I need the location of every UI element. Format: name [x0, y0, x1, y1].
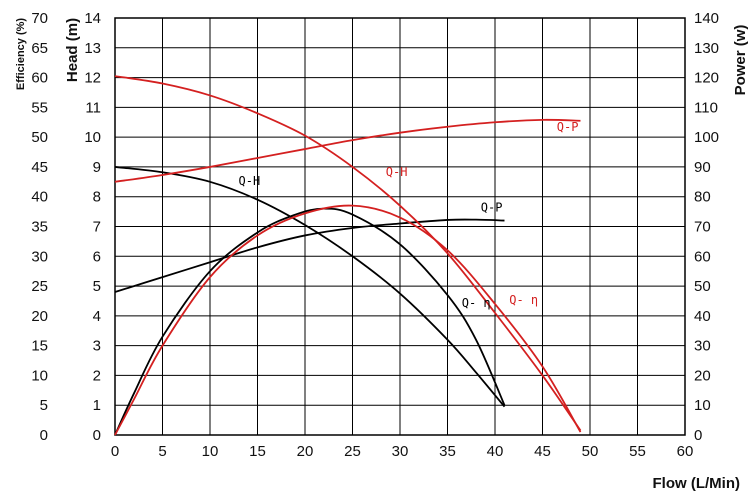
x-tick-label: 55 — [629, 443, 646, 460]
head-tick-label: 0 — [93, 427, 101, 444]
power-tick-label: 10 — [694, 397, 711, 414]
curve-red-power — [114, 118, 581, 183]
x-tick-label: 10 — [202, 443, 219, 460]
x-tick-label: 50 — [582, 443, 599, 460]
head-tick-label: 14 — [84, 10, 101, 27]
power-tick-label: 60 — [694, 248, 711, 265]
x-tick-label: 30 — [392, 443, 409, 460]
curve-black-power — [114, 218, 505, 293]
power-tick-label: 20 — [694, 367, 711, 384]
head-tick-label: 10 — [84, 129, 101, 146]
x-tick-label: 15 — [249, 443, 266, 460]
efficiency-axis-title: Efficiency (%) — [15, 18, 27, 90]
efficiency-tick-label: 20 — [31, 308, 48, 325]
x-tick-label: 20 — [297, 443, 314, 460]
power-tick-label: 50 — [694, 278, 711, 295]
efficiency-tick-label: 50 — [31, 129, 48, 146]
x-axis-title: Flow (L/Min) — [653, 475, 740, 492]
power-tick-label: 80 — [694, 189, 711, 206]
efficiency-tick-label: 15 — [31, 338, 48, 355]
head-tick-label: 1 — [93, 397, 101, 414]
curve-red-efficiency — [114, 204, 582, 436]
efficiency-tick-label: 0 — [40, 427, 48, 444]
power-tick-label: 140 — [694, 10, 719, 27]
curve-black-efficiency — [114, 207, 506, 436]
power-tick-label: 70 — [694, 219, 711, 236]
x-tick-label: 25 — [344, 443, 361, 460]
plot-frame — [114, 17, 686, 436]
curve-label-black: Q-H — [239, 174, 261, 188]
x-tick-label: 35 — [439, 443, 456, 460]
curve-black-head — [114, 166, 506, 408]
power-tick-label: 100 — [694, 129, 719, 146]
x-tick-label: 0 — [111, 443, 119, 460]
power-tick-label: 40 — [694, 308, 711, 325]
efficiency-tick-label: 35 — [31, 219, 48, 236]
efficiency-tick-label: 5 — [40, 397, 48, 414]
power-tick-label: 30 — [694, 338, 711, 355]
head-tick-label: 2 — [93, 367, 101, 384]
head-tick-label: 13 — [84, 40, 101, 57]
head-tick-label: 12 — [84, 70, 101, 87]
head-tick-label: 11 — [85, 99, 101, 116]
head-tick-label: 9 — [93, 159, 101, 176]
head-tick-label: 7 — [93, 219, 101, 236]
curve-label-black: Q-P — [481, 201, 503, 215]
curve-label-black: Q- η — [462, 296, 491, 310]
x-tick-label: 40 — [487, 443, 504, 460]
curve-red-head — [114, 75, 582, 432]
efficiency-tick-label: 40 — [31, 189, 48, 206]
power-axis-title: Power (w) — [732, 25, 749, 96]
efficiency-tick-label: 25 — [31, 278, 48, 295]
x-tick-label: 60 — [677, 443, 694, 460]
head-tick-label: 8 — [93, 189, 101, 206]
efficiency-tick-label: 45 — [31, 159, 48, 176]
head-tick-label: 5 — [93, 278, 101, 295]
efficiency-tick-label: 60 — [31, 70, 48, 87]
power-tick-label: 0 — [694, 427, 702, 444]
curve-label-red: Q-P — [557, 120, 579, 134]
efficiency-tick-label: 55 — [31, 99, 48, 116]
power-tick-label: 130 — [694, 40, 719, 57]
x-tick-label: 5 — [158, 443, 166, 460]
power-tick-label: 110 — [694, 99, 718, 116]
power-tick-label: 120 — [694, 70, 719, 87]
efficiency-tick-label: 70 — [31, 10, 48, 27]
efficiency-tick-label: 10 — [31, 367, 48, 384]
head-tick-label: 3 — [93, 338, 101, 355]
power-tick-label: 90 — [694, 159, 711, 176]
curve-label-red: Q- η — [509, 293, 538, 307]
curve-label-red: Q-H — [386, 165, 408, 179]
x-tick-label: 45 — [534, 443, 551, 460]
head-axis-title: Head (m) — [64, 18, 81, 82]
efficiency-tick-label: 30 — [31, 248, 48, 265]
head-tick-label: 4 — [93, 308, 101, 325]
head-tick-label: 6 — [93, 248, 101, 265]
efficiency-tick-label: 65 — [31, 40, 48, 57]
